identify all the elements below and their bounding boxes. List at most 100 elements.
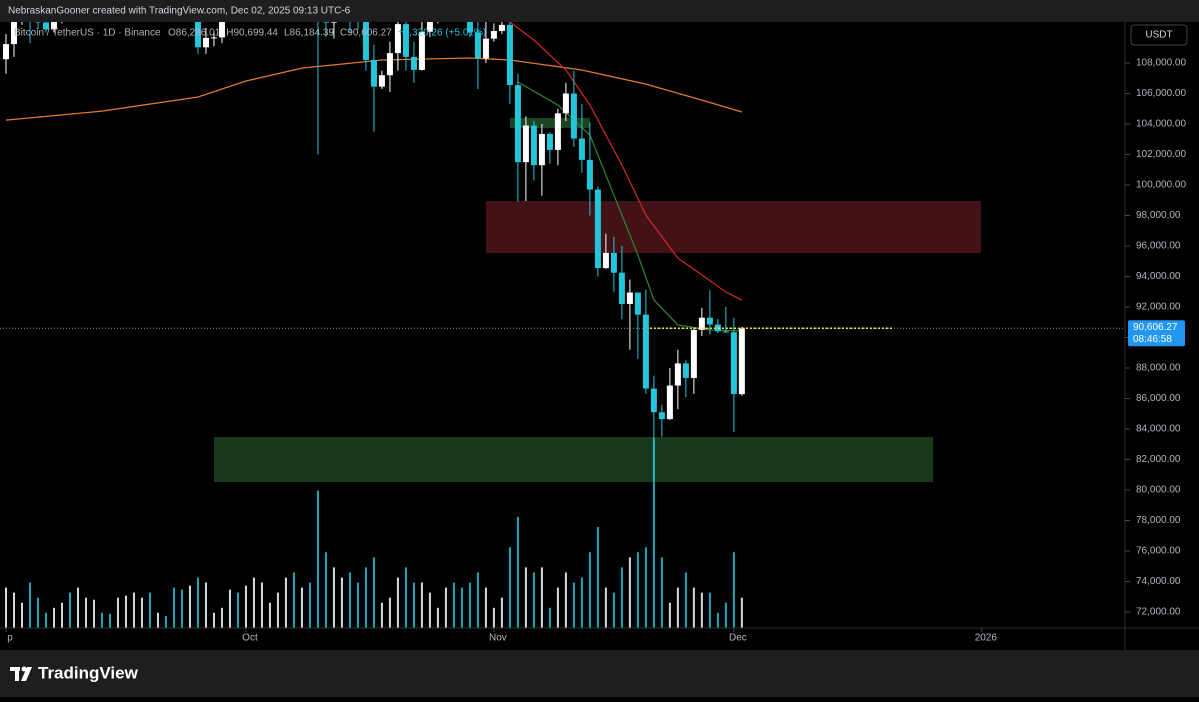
volume-bar (549, 608, 551, 628)
brand: TradingView (38, 663, 139, 682)
candle-body (203, 38, 209, 47)
candle-body (659, 412, 665, 419)
candle-body (539, 134, 545, 165)
volume-bar (701, 593, 703, 628)
volume-bar (189, 586, 191, 628)
volume-bar (445, 588, 447, 628)
candle-body (723, 331, 729, 332)
volume-bar (53, 608, 55, 628)
y-tick-label: 72,000.00 (1136, 607, 1181, 618)
volume-bar (453, 583, 455, 628)
volume-bar (605, 588, 607, 628)
volume-bar (245, 586, 247, 628)
ohlc-value: O86,286.01 (168, 28, 221, 39)
candle-body (491, 31, 497, 39)
volume-bar (693, 588, 695, 628)
volume-bar (141, 598, 143, 628)
volume-bar (229, 590, 231, 628)
volume-bar (621, 567, 623, 628)
candle-body (691, 330, 697, 378)
volume-bar (389, 598, 391, 628)
candle-body (619, 273, 625, 304)
y-tick-label: 88,000.00 (1136, 363, 1181, 374)
volume-bar (293, 572, 295, 628)
volume-bar (277, 593, 279, 628)
volume-bar (133, 593, 135, 628)
x-tick-label: 2026 (975, 633, 998, 644)
volume-bar (437, 608, 439, 628)
volume-bar (317, 491, 319, 628)
volume-bar (525, 567, 527, 628)
y-tick-label: 94,000.00 (1136, 271, 1181, 282)
candle-body (563, 94, 569, 114)
candle-body (675, 363, 681, 385)
volume-bar (357, 583, 359, 628)
volume-bar (213, 613, 215, 628)
volume-bar (413, 583, 415, 628)
volume-bar (613, 593, 615, 628)
volume-bar (85, 598, 87, 628)
volume-bar (269, 603, 271, 628)
y-tick-label: 106,000.00 (1136, 88, 1186, 99)
volume-bar (461, 588, 463, 628)
volume-bar (301, 588, 303, 628)
volume-bar (197, 578, 199, 629)
x-tick-label: p (7, 633, 13, 644)
candle-body (611, 253, 617, 273)
symbol: Bitcoin / TetherUS · 1D · Binance (14, 28, 161, 39)
candle-body (739, 328, 745, 394)
candle-body (387, 53, 393, 75)
candle-body (651, 389, 657, 413)
y-tick-label: 76,000.00 (1136, 546, 1181, 557)
candle-body (547, 134, 553, 150)
candle-body (531, 126, 537, 166)
candle-body (667, 386, 673, 420)
volume-bar (181, 590, 183, 628)
volume-bar (117, 598, 119, 628)
volume-bar (37, 598, 39, 628)
volume-bar (205, 583, 207, 628)
y-tick-label: 86,000.00 (1136, 393, 1181, 404)
volume-bar (541, 567, 543, 628)
volume-bar (125, 596, 127, 628)
attribution: NebraskanGooner created with TradingView… (8, 6, 351, 17)
volume-bar (565, 572, 567, 628)
volume-bar (309, 583, 311, 628)
footer-bar (0, 650, 1199, 697)
y-tick-label: 78,000.00 (1136, 515, 1181, 526)
volume-bar (637, 552, 639, 628)
volume-bar (421, 583, 423, 628)
zone (486, 201, 981, 253)
candle-body (707, 318, 713, 325)
volume-bar (717, 613, 719, 628)
volume-bar (597, 527, 599, 628)
volume-bar (285, 578, 287, 629)
y-tick-label: 80,000.00 (1136, 485, 1181, 496)
volume-bar (509, 547, 511, 628)
volume-bar (709, 593, 711, 628)
volume-bar (101, 613, 103, 628)
candle-body (499, 25, 505, 31)
volume-bar (373, 557, 375, 628)
volume-bar (397, 578, 399, 629)
volume-bar (557, 588, 559, 628)
candle-body (595, 190, 601, 269)
countdown: 08:46:58 (1133, 334, 1172, 345)
volume-bar (21, 603, 23, 628)
price-label: 90,606.27 (1133, 322, 1178, 333)
volume-bar (165, 616, 167, 628)
volume-bar (477, 572, 479, 628)
volume-bar (669, 603, 671, 628)
x-tick-label: Nov (489, 633, 507, 644)
candle-body (627, 293, 633, 304)
candle-body (555, 113, 561, 150)
candle-body (635, 293, 641, 315)
volume-bar (581, 578, 583, 629)
candle-body (571, 94, 577, 139)
volume-bar (741, 598, 743, 628)
volume-bar (629, 557, 631, 628)
volume-bar (533, 572, 535, 628)
x-tick-label: Dec (729, 633, 747, 644)
